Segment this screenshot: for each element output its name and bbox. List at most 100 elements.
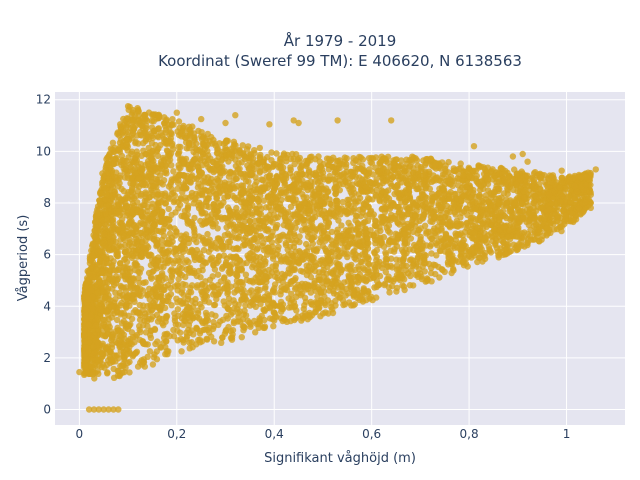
data-point <box>322 245 329 253</box>
data-point <box>228 334 236 341</box>
data-point <box>361 200 368 207</box>
data-point <box>152 127 159 134</box>
data-point <box>334 204 341 212</box>
data-point <box>263 164 270 172</box>
data-point <box>400 283 408 290</box>
data-point <box>162 351 169 358</box>
data-point <box>165 223 173 230</box>
data-point <box>273 150 280 157</box>
data-point <box>222 328 229 335</box>
data-point <box>279 231 287 238</box>
data-point <box>303 240 310 248</box>
data-points <box>76 103 599 413</box>
data-point <box>490 188 498 196</box>
data-point <box>345 290 352 297</box>
data-point <box>174 327 181 334</box>
data-point <box>256 168 264 175</box>
data-point <box>287 250 295 257</box>
data-point <box>128 315 136 322</box>
data-point <box>345 196 353 204</box>
data-point <box>165 205 172 213</box>
data-point <box>428 250 435 257</box>
data-point <box>154 318 162 325</box>
data-point <box>177 143 184 151</box>
data-point <box>320 173 327 181</box>
data-point <box>451 244 458 251</box>
data-point <box>496 216 503 224</box>
data-point <box>376 272 384 280</box>
data-point <box>155 134 162 141</box>
data-point <box>423 277 431 284</box>
data-point <box>543 224 551 231</box>
data-point <box>249 292 256 300</box>
data-point <box>348 302 355 309</box>
data-point <box>215 291 222 298</box>
data-point <box>109 139 117 146</box>
data-point <box>493 182 500 190</box>
data-point <box>524 241 531 249</box>
data-point <box>169 268 176 275</box>
data-point <box>433 241 441 249</box>
data-point <box>126 252 133 259</box>
data-point <box>445 158 452 166</box>
data-point <box>142 279 149 286</box>
data-point <box>146 348 154 355</box>
data-point <box>252 329 259 336</box>
data-point <box>436 274 443 281</box>
data-point <box>369 296 376 304</box>
data-point <box>117 311 124 318</box>
data-point <box>450 267 457 274</box>
data-point <box>372 154 380 161</box>
data-point <box>161 331 168 338</box>
data-point <box>238 159 245 166</box>
data-point <box>302 298 310 306</box>
data-point <box>182 281 189 289</box>
data-point <box>476 254 483 262</box>
data-point <box>270 309 277 316</box>
data-point <box>140 140 147 147</box>
data-point <box>214 225 221 232</box>
data-point <box>323 185 330 192</box>
data-point <box>350 155 357 162</box>
data-point <box>352 217 359 224</box>
data-point <box>474 224 481 231</box>
data-point <box>262 219 269 226</box>
data-point <box>381 204 388 211</box>
data-point <box>221 274 228 281</box>
data-point <box>386 289 393 296</box>
data-point <box>285 304 293 311</box>
data-point <box>203 259 210 266</box>
data-point <box>387 217 394 224</box>
data-point <box>270 323 277 330</box>
data-point <box>233 183 241 190</box>
data-point <box>266 315 274 322</box>
data-point <box>121 256 128 263</box>
data-point <box>142 231 149 238</box>
data-point <box>447 173 455 180</box>
data-point <box>169 116 176 123</box>
data-point <box>257 225 264 232</box>
data-point <box>344 253 351 261</box>
data-point <box>151 164 159 171</box>
data-point <box>231 289 238 296</box>
data-point <box>498 194 505 201</box>
data-point <box>111 281 118 289</box>
data-point <box>112 289 119 296</box>
data-point <box>159 227 167 235</box>
data-point <box>504 185 511 192</box>
data-point <box>455 258 462 266</box>
data-point <box>253 246 261 253</box>
data-point <box>472 175 479 182</box>
data-point <box>382 268 389 276</box>
data-point <box>198 208 205 215</box>
data-point <box>347 222 354 230</box>
data-point <box>169 146 177 153</box>
data-point <box>170 121 177 128</box>
data-point <box>239 188 246 196</box>
data-point <box>242 271 250 278</box>
data-point <box>238 334 245 341</box>
data-point <box>151 325 158 333</box>
data-point <box>190 236 198 243</box>
data-point <box>144 207 151 215</box>
